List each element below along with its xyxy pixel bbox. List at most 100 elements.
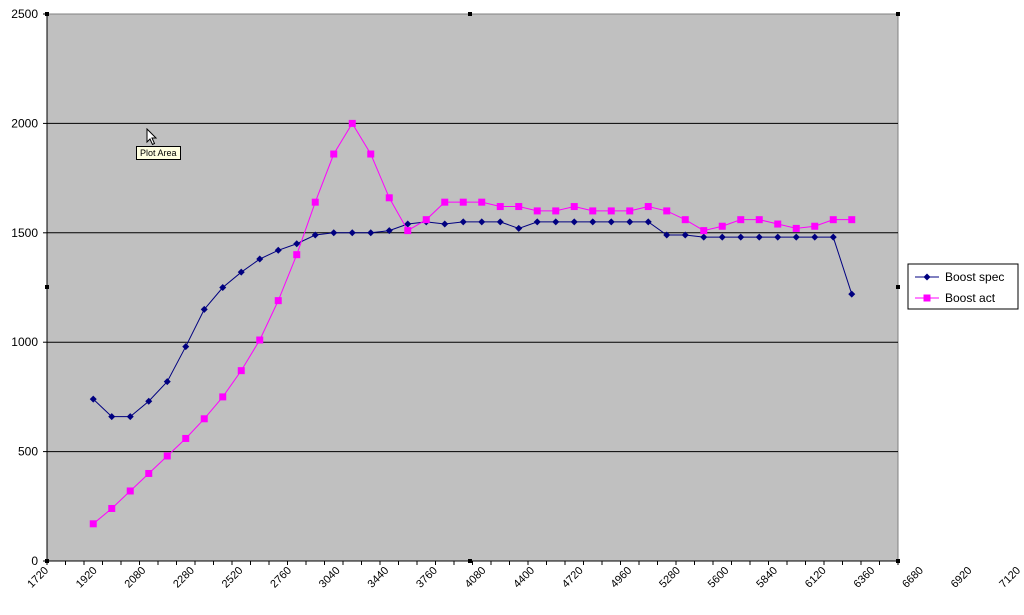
data-point-diamond (515, 224, 523, 232)
data-point-diamond (459, 218, 467, 226)
x-tick-label: 5600 (706, 565, 732, 591)
data-point-diamond (829, 233, 837, 241)
x-tick-label: 4080 (463, 565, 489, 591)
x-tick-label: 3040 (317, 565, 343, 591)
data-point-square (237, 367, 245, 375)
x-tick-label: 1920 (74, 565, 100, 591)
data-point-square (330, 150, 338, 158)
data-point-square (348, 119, 356, 127)
data-point-diamond (311, 231, 319, 239)
data-point-diamond (570, 218, 578, 226)
x-tick-label: 7120 (997, 565, 1023, 591)
data-point-diamond (441, 220, 449, 228)
data-point-square (644, 203, 652, 211)
y-tick-label: 500 (18, 445, 38, 459)
x-tick-label: 2280 (171, 565, 197, 591)
x-tick-label: 4400 (511, 565, 537, 591)
x-tick-label: 6680 (900, 565, 926, 591)
data-point-square (367, 150, 375, 158)
legend-label: Boost spec (945, 270, 1004, 284)
series-boost-spec (89, 218, 856, 421)
x-tick-label: 1720 (25, 565, 51, 591)
data-point-diamond (718, 233, 726, 241)
x-tick-label: 6920 (949, 565, 975, 591)
x-tick-label: 2520 (220, 565, 246, 591)
data-point-diamond (126, 413, 134, 421)
selection-handle[interactable] (896, 285, 900, 289)
series-layer (89, 119, 856, 528)
data-point-diamond (533, 218, 541, 226)
data-point-square (774, 220, 782, 228)
y-tick-label: 2500 (11, 7, 38, 21)
data-point-diamond (755, 233, 763, 241)
data-point-square (681, 216, 689, 224)
x-tick-label: 4720 (560, 565, 586, 591)
data-point-diamond (644, 218, 652, 226)
x-tick-label: 3760 (414, 565, 440, 591)
data-point-square (441, 198, 449, 206)
data-point-square (459, 198, 467, 206)
plot-background[interactable] (46, 13, 899, 562)
selection-handle[interactable] (468, 12, 472, 16)
gridlines (47, 122, 898, 453)
data-point-square (145, 469, 153, 477)
legend-swatch-marker (923, 294, 931, 302)
data-point-square (552, 207, 560, 215)
data-point-diamond (774, 233, 782, 241)
selection-handle[interactable] (896, 12, 900, 16)
data-point-diamond (663, 231, 671, 239)
data-point-square (163, 452, 171, 460)
data-point-square (219, 393, 227, 401)
data-point-diamond (330, 229, 338, 237)
data-point-diamond (385, 227, 393, 235)
data-point-diamond (589, 218, 597, 226)
data-point-diamond (700, 233, 708, 241)
data-point-diamond (681, 231, 689, 239)
data-point-diamond (478, 218, 486, 226)
data-point-square (533, 207, 541, 215)
data-point-square (89, 520, 97, 528)
x-tick-label: 5280 (657, 565, 683, 591)
y-tick-label: 2000 (11, 116, 38, 130)
data-point-diamond (496, 218, 504, 226)
data-point-square (718, 222, 726, 230)
data-point-diamond (367, 229, 375, 237)
data-point-diamond (404, 220, 412, 228)
y-tick-label: 0 (31, 554, 38, 568)
data-point-diamond (163, 378, 171, 386)
data-point-diamond (626, 218, 634, 226)
data-point-square (422, 216, 430, 224)
data-point-square (663, 207, 671, 215)
plot-area-tooltip: Plot Area (136, 146, 181, 160)
data-point-square (256, 336, 264, 344)
data-point-square (700, 227, 708, 235)
data-point-square (811, 222, 819, 230)
data-point-square (108, 504, 116, 512)
x-tick-label: 5840 (754, 565, 780, 591)
data-point-square (737, 216, 745, 224)
data-point-square (126, 487, 134, 495)
data-point-square (626, 207, 634, 215)
data-point-diamond (792, 233, 800, 241)
data-point-square (570, 203, 578, 211)
data-point-square (496, 203, 504, 211)
data-point-diamond (348, 229, 356, 237)
data-point-square (182, 434, 190, 442)
data-point-diamond (89, 395, 97, 403)
data-point-diamond (737, 233, 745, 241)
plot-area[interactable] (45, 12, 900, 563)
x-tick-label: 2760 (268, 565, 294, 591)
data-point-square (293, 251, 301, 259)
data-point-square (404, 227, 412, 235)
data-point-square (200, 415, 208, 423)
data-point-diamond (274, 246, 282, 254)
y-tick-label: 1500 (11, 226, 38, 240)
data-point-square (607, 207, 615, 215)
data-point-square (274, 297, 282, 305)
data-point-square (311, 198, 319, 206)
data-point-square (792, 224, 800, 232)
data-point-square (848, 216, 856, 224)
data-point-diamond (182, 343, 190, 351)
legend[interactable]: Boost spec Boost act (907, 263, 1019, 310)
